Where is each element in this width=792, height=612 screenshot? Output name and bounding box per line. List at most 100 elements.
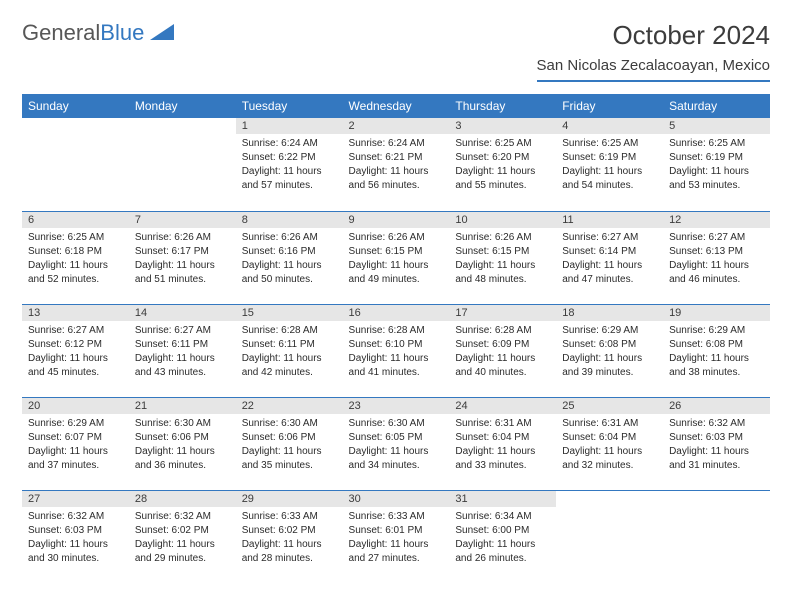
day-cell <box>129 118 236 211</box>
day-cell: 18Sunrise: 6:29 AMSunset: 6:08 PMDayligh… <box>556 304 663 397</box>
day-number-bar: 3 <box>449 118 556 134</box>
day-cell: 10Sunrise: 6:26 AMSunset: 6:15 PMDayligh… <box>449 211 556 304</box>
day-cell <box>22 118 129 211</box>
day-cell: 4Sunrise: 6:25 AMSunset: 6:19 PMDaylight… <box>556 118 663 211</box>
logo-word-2: Blue <box>100 20 144 45</box>
day-details: Sunrise: 6:26 AMSunset: 6:17 PMDaylight:… <box>129 228 236 290</box>
day-number-bar: 4 <box>556 118 663 134</box>
day-cell <box>556 490 663 583</box>
dayhead-mon: Monday <box>129 94 236 118</box>
day-details: Sunrise: 6:28 AMSunset: 6:11 PMDaylight:… <box>236 321 343 383</box>
day-details: Sunrise: 6:25 AMSunset: 6:18 PMDaylight:… <box>22 228 129 290</box>
day-details: Sunrise: 6:24 AMSunset: 6:21 PMDaylight:… <box>343 134 450 196</box>
day-number-bar: 11 <box>556 212 663 228</box>
header: GeneralBlue October 2024 San Nicolas Zec… <box>22 20 770 82</box>
day-cell: 5Sunrise: 6:25 AMSunset: 6:19 PMDaylight… <box>663 118 770 211</box>
day-cell: 8Sunrise: 6:26 AMSunset: 6:16 PMDaylight… <box>236 211 343 304</box>
day-cell: 12Sunrise: 6:27 AMSunset: 6:13 PMDayligh… <box>663 211 770 304</box>
day-cell: 9Sunrise: 6:26 AMSunset: 6:15 PMDaylight… <box>343 211 450 304</box>
day-cell: 25Sunrise: 6:31 AMSunset: 6:04 PMDayligh… <box>556 397 663 490</box>
day-number-bar <box>129 118 236 134</box>
day-details: Sunrise: 6:27 AMSunset: 6:13 PMDaylight:… <box>663 228 770 290</box>
day-number-bar: 12 <box>663 212 770 228</box>
day-number-bar: 20 <box>22 398 129 414</box>
day-number-bar: 17 <box>449 305 556 321</box>
day-details: Sunrise: 6:27 AMSunset: 6:14 PMDaylight:… <box>556 228 663 290</box>
day-number-bar: 21 <box>129 398 236 414</box>
day-number-bar: 9 <box>343 212 450 228</box>
day-number-bar <box>22 118 129 134</box>
week-row: 6Sunrise: 6:25 AMSunset: 6:18 PMDaylight… <box>22 211 770 304</box>
day-number-bar: 8 <box>236 212 343 228</box>
day-details: Sunrise: 6:32 AMSunset: 6:02 PMDaylight:… <box>129 507 236 569</box>
day-cell: 20Sunrise: 6:29 AMSunset: 6:07 PMDayligh… <box>22 397 129 490</box>
day-cell: 31Sunrise: 6:34 AMSunset: 6:00 PMDayligh… <box>449 490 556 583</box>
day-details: Sunrise: 6:27 AMSunset: 6:12 PMDaylight:… <box>22 321 129 383</box>
day-cell: 23Sunrise: 6:30 AMSunset: 6:05 PMDayligh… <box>343 397 450 490</box>
day-number-bar: 5 <box>663 118 770 134</box>
day-details: Sunrise: 6:31 AMSunset: 6:04 PMDaylight:… <box>449 414 556 476</box>
dayhead-sun: Sunday <box>22 94 129 118</box>
day-cell: 15Sunrise: 6:28 AMSunset: 6:11 PMDayligh… <box>236 304 343 397</box>
day-details: Sunrise: 6:30 AMSunset: 6:06 PMDaylight:… <box>236 414 343 476</box>
day-number-bar: 15 <box>236 305 343 321</box>
day-details: Sunrise: 6:29 AMSunset: 6:08 PMDaylight:… <box>556 321 663 383</box>
day-number-bar: 31 <box>449 491 556 507</box>
day-cell: 19Sunrise: 6:29 AMSunset: 6:08 PMDayligh… <box>663 304 770 397</box>
dayhead-fri: Friday <box>556 94 663 118</box>
day-details: Sunrise: 6:28 AMSunset: 6:10 PMDaylight:… <box>343 321 450 383</box>
day-details: Sunrise: 6:25 AMSunset: 6:19 PMDaylight:… <box>663 134 770 196</box>
day-cell: 7Sunrise: 6:26 AMSunset: 6:17 PMDaylight… <box>129 211 236 304</box>
dayhead-wed: Wednesday <box>343 94 450 118</box>
week-row: 1Sunrise: 6:24 AMSunset: 6:22 PMDaylight… <box>22 118 770 211</box>
day-details: Sunrise: 6:24 AMSunset: 6:22 PMDaylight:… <box>236 134 343 196</box>
day-number-bar <box>663 491 770 507</box>
day-details: Sunrise: 6:27 AMSunset: 6:11 PMDaylight:… <box>129 321 236 383</box>
day-number-bar: 10 <box>449 212 556 228</box>
day-details: Sunrise: 6:25 AMSunset: 6:20 PMDaylight:… <box>449 134 556 196</box>
day-cell: 30Sunrise: 6:33 AMSunset: 6:01 PMDayligh… <box>343 490 450 583</box>
logo-word-1: General <box>22 20 100 45</box>
logo-text: GeneralBlue <box>22 20 144 46</box>
day-details: Sunrise: 6:26 AMSunset: 6:15 PMDaylight:… <box>449 228 556 290</box>
day-cell: 27Sunrise: 6:32 AMSunset: 6:03 PMDayligh… <box>22 490 129 583</box>
day-details: Sunrise: 6:34 AMSunset: 6:00 PMDaylight:… <box>449 507 556 569</box>
dayhead-sat: Saturday <box>663 94 770 118</box>
day-number-bar: 1 <box>236 118 343 134</box>
week-row: 13Sunrise: 6:27 AMSunset: 6:12 PMDayligh… <box>22 304 770 397</box>
day-number-bar: 7 <box>129 212 236 228</box>
week-row: 20Sunrise: 6:29 AMSunset: 6:07 PMDayligh… <box>22 397 770 490</box>
calendar-page: GeneralBlue October 2024 San Nicolas Zec… <box>0 0 792 603</box>
day-cell <box>663 490 770 583</box>
day-cell: 28Sunrise: 6:32 AMSunset: 6:02 PMDayligh… <box>129 490 236 583</box>
day-cell: 16Sunrise: 6:28 AMSunset: 6:10 PMDayligh… <box>343 304 450 397</box>
day-details: Sunrise: 6:26 AMSunset: 6:16 PMDaylight:… <box>236 228 343 290</box>
day-details: Sunrise: 6:32 AMSunset: 6:03 PMDaylight:… <box>663 414 770 476</box>
day-number-bar: 27 <box>22 491 129 507</box>
day-number-bar: 13 <box>22 305 129 321</box>
day-number-bar: 30 <box>343 491 450 507</box>
day-details: Sunrise: 6:30 AMSunset: 6:06 PMDaylight:… <box>129 414 236 476</box>
day-number-bar: 24 <box>449 398 556 414</box>
day-details: Sunrise: 6:29 AMSunset: 6:07 PMDaylight:… <box>22 414 129 476</box>
dayhead-tue: Tuesday <box>236 94 343 118</box>
month-title: October 2024 <box>537 20 770 51</box>
day-number-bar: 23 <box>343 398 450 414</box>
day-cell: 29Sunrise: 6:33 AMSunset: 6:02 PMDayligh… <box>236 490 343 583</box>
day-details: Sunrise: 6:28 AMSunset: 6:09 PMDaylight:… <box>449 321 556 383</box>
day-details: Sunrise: 6:33 AMSunset: 6:02 PMDaylight:… <box>236 507 343 569</box>
title-block: October 2024 San Nicolas Zecalacoayan, M… <box>537 20 770 82</box>
day-number-bar: 2 <box>343 118 450 134</box>
day-cell: 21Sunrise: 6:30 AMSunset: 6:06 PMDayligh… <box>129 397 236 490</box>
day-cell: 11Sunrise: 6:27 AMSunset: 6:14 PMDayligh… <box>556 211 663 304</box>
day-number-bar: 26 <box>663 398 770 414</box>
calendar-table: Sunday Monday Tuesday Wednesday Thursday… <box>22 94 770 583</box>
day-number-bar: 18 <box>556 305 663 321</box>
day-number-bar <box>556 491 663 507</box>
day-number-bar: 25 <box>556 398 663 414</box>
day-number-bar: 19 <box>663 305 770 321</box>
day-cell: 3Sunrise: 6:25 AMSunset: 6:20 PMDaylight… <box>449 118 556 211</box>
day-cell: 6Sunrise: 6:25 AMSunset: 6:18 PMDaylight… <box>22 211 129 304</box>
day-cell: 26Sunrise: 6:32 AMSunset: 6:03 PMDayligh… <box>663 397 770 490</box>
day-details: Sunrise: 6:32 AMSunset: 6:03 PMDaylight:… <box>22 507 129 569</box>
